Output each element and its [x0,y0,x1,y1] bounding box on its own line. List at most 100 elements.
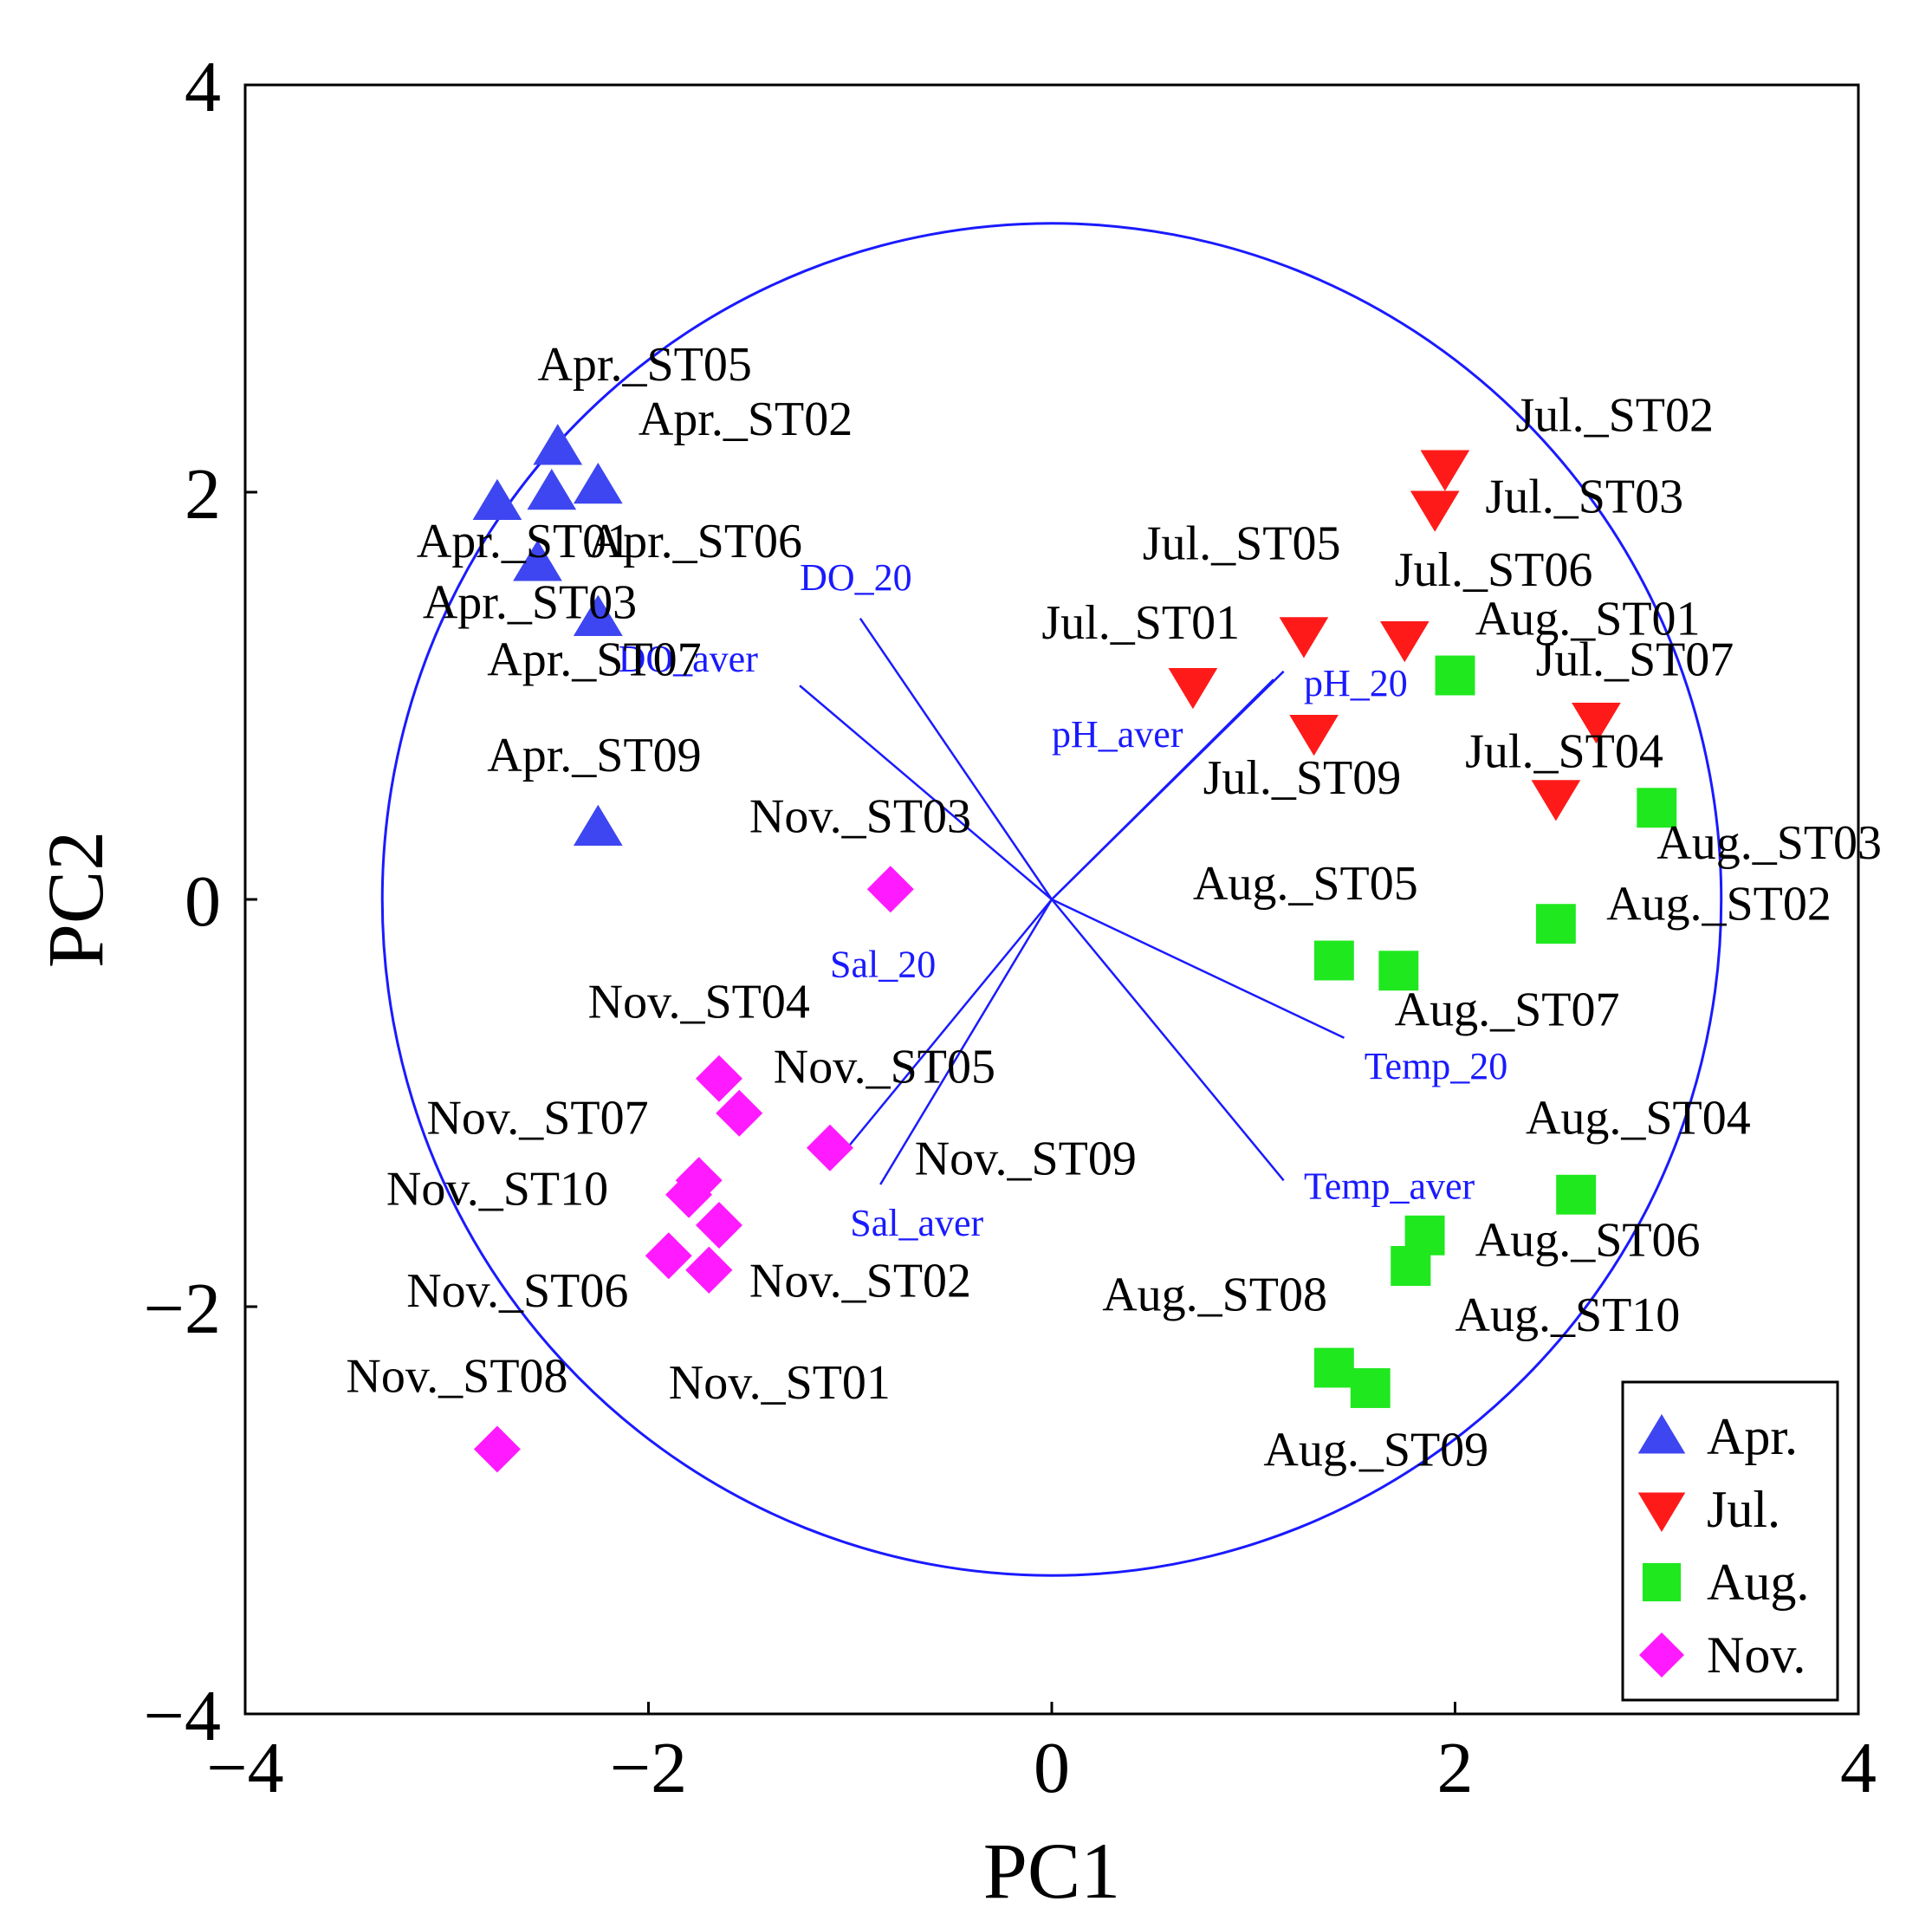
point-labels: Apr._ST05Apr._ST02Apr._ST01Apr._ST03Apr.… [346,338,1882,1477]
point-label: Aug._ST10 [1455,1288,1681,1342]
point-label: Jul._ST01 [1041,596,1240,650]
point-nov [695,1202,742,1249]
point-jul [1410,490,1460,532]
point-nov [645,1232,692,1280]
point-nov [665,1171,713,1218]
point-apr [513,540,562,581]
point-label: Apr._ST01 [417,515,631,568]
y-axis-title: PC2 [31,831,120,969]
point-jul [1572,702,1621,744]
point-label: Jul._ST05 [1143,517,1341,571]
point-nov [695,1055,742,1102]
point-jul [1420,450,1470,491]
point-label: Jul._ST06 [1395,543,1593,597]
point-label: Aug._ST08 [1102,1269,1327,1322]
legend-marker-aug [1642,1562,1682,1602]
legend-marker-jul [1637,1492,1686,1532]
point-aug [1378,951,1419,991]
point-label: Aug._ST04 [1526,1091,1751,1145]
correlation-circle [380,222,1723,1577]
vector-Temp_aver [1051,899,1285,1182]
point-label: Jul._ST07 [1536,633,1734,687]
vector-Sal_20 [833,899,1053,1165]
point-jul [1289,715,1339,756]
vector-DO_20 [859,617,1054,900]
point-label: Apr._ST07 [487,633,701,687]
point-label: Nov._ST05 [774,1041,995,1094]
vector-DO_aver [799,685,1053,900]
point-nov [716,1089,763,1137]
y-tick-label: 2 [185,454,221,535]
point-label: Apr._ST03 [423,576,637,630]
vector-label-Sal_20: Sal_20 [830,943,936,985]
point-label: Apr._ST06 [588,515,802,568]
point-aug [1313,1347,1354,1388]
point-apr [533,424,583,465]
vector-Sal_aver [879,899,1054,1185]
x-tick-label: −4 [206,1728,283,1808]
legend-label-nov: Nov. [1707,1626,1806,1684]
point-nov [806,1124,853,1171]
point-label: Aug._ST02 [1606,878,1832,931]
point-aug [1313,940,1354,981]
vector-label-Temp_20: Temp_20 [1365,1045,1508,1087]
point-label: Nov._ST09 [915,1132,1137,1185]
point-aug [1435,655,1475,696]
point-label: Aug._ST06 [1475,1213,1701,1267]
point-apr [527,469,577,510]
point-nov [473,1425,521,1473]
point-label: Apr._ST02 [639,393,853,446]
point-label: Jul._ST02 [1515,389,1714,443]
vector-label-DO_aver: DO_aver [619,638,759,680]
point-label: Jul._ST04 [1465,724,1663,778]
vector-label-pH_aver: pH_aver [1052,713,1183,756]
x-axis-title: PC1 [983,1827,1121,1915]
point-aug [1556,1174,1597,1215]
legend-marker-apr [1637,1414,1686,1454]
point-apr [573,804,623,846]
point-label: Nov._ST06 [406,1264,628,1318]
point-aug [1391,1246,1431,1286]
x-tick-label: 0 [1034,1728,1070,1808]
point-label: Jul._ST09 [1203,751,1402,805]
point-label: Aug._ST01 [1475,593,1701,646]
legend-label-aug: Aug. [1707,1554,1809,1611]
point-aug [1637,788,1677,828]
point-label: Nov._ST01 [669,1356,891,1410]
axis-ticks: −4 −2 0 2 4 −4 −2 0 2 4 [144,47,1877,1808]
point-nov [685,1246,733,1294]
point-label: Apr._ST05 [537,338,751,392]
vector-pH_aver [1051,678,1274,900]
point-label: Aug._ST05 [1193,857,1418,911]
point-label: Apr._ST09 [487,729,701,782]
point-label: Aug._ST07 [1395,983,1620,1037]
x-tick-label: 4 [1840,1728,1877,1808]
y-tick-label: 0 [185,861,221,942]
legend: Apr. Jul. Aug. Nov. [1621,1380,1839,1702]
vector-label-pH_20: pH_20 [1304,662,1408,704]
vector-label-DO_20: DO_20 [800,556,912,599]
x-tick-label: −2 [610,1728,687,1808]
point-label: Nov._ST04 [588,975,810,1029]
legend-label-jul: Jul. [1707,1481,1780,1538]
vector-label-Sal_aver: Sal_aver [850,1202,983,1244]
point-label: Aug._ST09 [1263,1423,1488,1476]
y-tick-label: −4 [144,1676,221,1756]
point-aug [1535,904,1576,944]
point-apr [573,594,623,636]
point-label: Nov._ST08 [346,1350,567,1404]
y-tick-label: −2 [144,1269,221,1349]
point-label: Nov._ST02 [749,1254,971,1308]
point-apr [472,478,522,520]
point-jul [1168,668,1218,710]
vector-label-Temp_aver: Temp_aver [1304,1165,1475,1207]
point-nov [866,866,914,913]
legend-label-apr: Apr. [1707,1408,1798,1465]
variable-vectors: DO_20 DO_aver pH_20 pH_aver Sal_20 Sal_aver Te… [619,556,1508,1244]
point-label: Nov._ST03 [749,789,971,843]
x-tick-label: 2 [1437,1728,1474,1808]
point-jul [1279,617,1329,659]
point-apr [573,462,623,504]
point-label: Nov._ST07 [426,1091,648,1145]
